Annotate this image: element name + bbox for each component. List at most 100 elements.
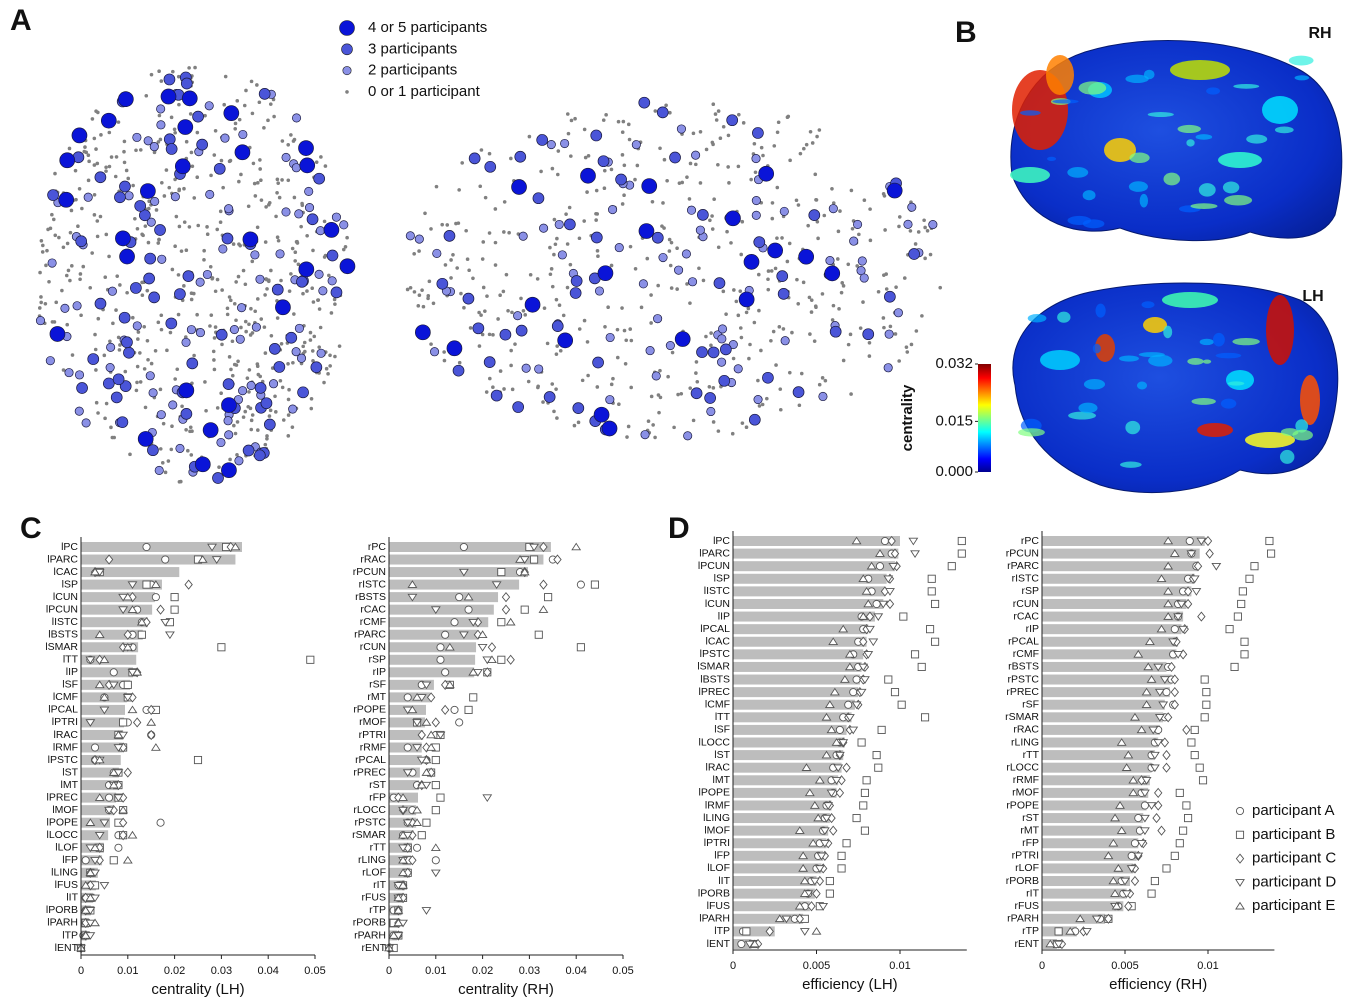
- node: [251, 161, 256, 166]
- node: [291, 113, 302, 123]
- node: [171, 69, 175, 74]
- node: [751, 196, 761, 206]
- node: [117, 91, 134, 108]
- node: [311, 300, 316, 304]
- node: [649, 293, 653, 297]
- node: [135, 380, 139, 385]
- bar: [389, 729, 424, 740]
- node: [804, 142, 809, 147]
- marker: [108, 681, 119, 690]
- marker: [539, 579, 548, 590]
- node: [615, 173, 627, 186]
- node: [853, 219, 863, 229]
- node: [752, 320, 757, 325]
- marker: [99, 882, 110, 890]
- category-label: lBSTS: [48, 629, 78, 641]
- bar: [1042, 913, 1106, 924]
- marker: [1128, 788, 1139, 797]
- node: [276, 181, 280, 185]
- node: [839, 290, 844, 295]
- node: [52, 320, 57, 324]
- marker: [1121, 763, 1132, 771]
- node: [48, 226, 53, 231]
- node: [291, 360, 295, 365]
- surface-patch: [1082, 190, 1096, 201]
- node: [882, 273, 886, 277]
- node: [92, 192, 97, 197]
- node: [551, 320, 564, 332]
- node: [868, 207, 872, 211]
- node: [840, 281, 845, 285]
- node: [94, 147, 98, 151]
- marker: [430, 606, 441, 615]
- category-label: rISTC: [1012, 573, 1040, 585]
- node: [218, 209, 223, 214]
- node: [487, 231, 492, 235]
- category-label: rTT: [370, 842, 387, 854]
- node: [41, 243, 45, 248]
- node: [161, 421, 166, 426]
- node: [480, 332, 485, 337]
- bar: [1042, 699, 1165, 710]
- node: [221, 232, 234, 245]
- marker: [885, 588, 895, 596]
- node: [799, 371, 804, 376]
- node: [64, 273, 69, 278]
- category-label: rBSTS: [1008, 661, 1039, 673]
- x-axis-label: efficiency (RH): [1109, 976, 1207, 993]
- node: [169, 447, 174, 452]
- node: [653, 435, 657, 440]
- node: [173, 130, 177, 135]
- legend-marker: [342, 66, 352, 76]
- node: [253, 449, 266, 462]
- node: [297, 386, 309, 399]
- marker: [99, 706, 110, 715]
- node: [205, 189, 215, 199]
- node: [631, 140, 641, 150]
- node: [246, 404, 251, 409]
- node: [501, 289, 506, 294]
- node: [292, 312, 296, 316]
- marker: [921, 713, 930, 722]
- marker: [1149, 751, 1160, 760]
- node: [897, 224, 901, 229]
- marker: [1198, 776, 1208, 785]
- node: [40, 250, 45, 254]
- node: [524, 296, 541, 313]
- category-label: rSMAR: [352, 829, 386, 841]
- category-label: rPARC: [354, 629, 386, 641]
- node: [787, 370, 792, 375]
- node: [862, 198, 867, 203]
- bar: [1042, 536, 1205, 546]
- category-label: rST: [369, 779, 387, 791]
- marker: [858, 574, 869, 583]
- node: [651, 423, 655, 427]
- marker: [142, 580, 151, 589]
- node: [94, 109, 98, 113]
- marker: [860, 826, 869, 835]
- node: [405, 287, 410, 292]
- category-label: lPARH: [47, 917, 78, 929]
- node: [242, 444, 255, 457]
- node: [235, 453, 239, 457]
- marker: [431, 806, 440, 815]
- marker: [1154, 714, 1165, 722]
- node: [831, 201, 836, 205]
- marker: [858, 612, 869, 620]
- node: [717, 334, 727, 344]
- category-label: lCMF: [53, 691, 78, 703]
- marker: [80, 905, 91, 914]
- bar: [1042, 762, 1152, 773]
- node: [128, 452, 132, 457]
- node: [697, 266, 701, 271]
- node: [570, 275, 583, 287]
- marker: [927, 587, 936, 596]
- node: [738, 326, 743, 330]
- node: [748, 413, 761, 426]
- node: [192, 353, 196, 358]
- bar: [733, 825, 829, 836]
- node: [697, 209, 709, 221]
- marker: [842, 762, 851, 773]
- marker: [534, 630, 543, 639]
- node: [635, 163, 640, 168]
